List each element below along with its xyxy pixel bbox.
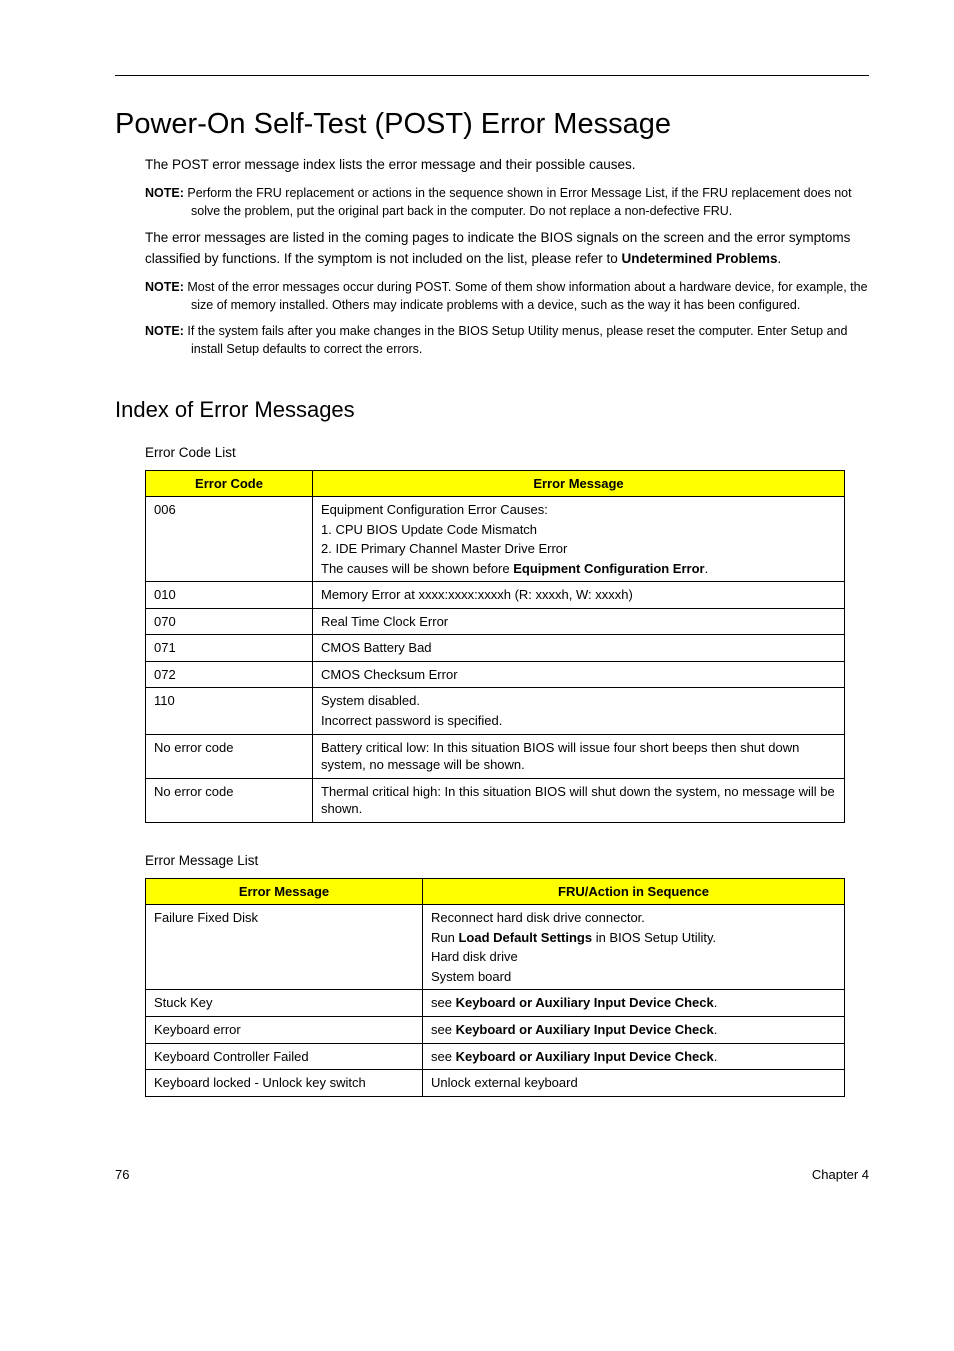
cell-line: Battery critical low: In this situation … [321, 739, 836, 774]
note-1: NOTE: Perform the FRU replacement or act… [145, 184, 869, 220]
page-title: Power-On Self-Test (POST) Error Message [115, 108, 869, 141]
table-row: 070 Real Time Clock Error [146, 608, 845, 635]
cell-line: CMOS Checksum Error [321, 666, 836, 684]
error-message-table: Error Message FRU/Action in Sequence Fai… [145, 878, 845, 1097]
table-row: Keyboard error see Keyboard or Auxiliary … [146, 1017, 845, 1044]
tables-block: Error Code List Error Code Error Message… [115, 445, 869, 1097]
top-horizontal-rule [115, 75, 869, 76]
table-cell: see Keyboard or Auxiliary Input Device C… [423, 990, 845, 1017]
table-header-row: Error Code Error Message [146, 470, 845, 497]
table2-caption: Error Message List [145, 853, 869, 868]
cell-line: The causes will be shown before Equipmen… [321, 560, 836, 578]
note-3-text: If the system fails after you make chang… [187, 324, 847, 356]
table2-header-action: FRU/Action in Sequence [423, 878, 845, 905]
body-indent-block: The POST error message index lists the e… [115, 155, 869, 359]
table-cell: CMOS Checksum Error [313, 661, 845, 688]
cell-line: Thermal critical high: In this situation… [321, 783, 836, 818]
cell-line: Memory Error at xxxx:xxxx:xxxxh (R: xxxx… [321, 586, 836, 604]
note-2: NOTE: Most of the error messages occur d… [145, 278, 869, 314]
cell-line: Run Load Default Settings in BIOS Setup … [431, 929, 836, 947]
cell-line: CMOS Battery Bad [321, 639, 836, 657]
table-row: Keyboard locked - Unlock key switch Unloc… [146, 1070, 845, 1097]
table-cell-message: Stuck Key [146, 990, 423, 1017]
cell-line: Incorrect password is specified. [321, 712, 836, 730]
table-cell-code: No error code [146, 778, 313, 822]
note-2-label: NOTE: [145, 280, 184, 294]
table-cell: Battery critical low: In this situation … [313, 734, 845, 778]
table-cell: Equipment Configuration Error Causes: 1. … [313, 497, 845, 582]
cell-line: see Keyboard or Auxiliary Input Device C… [431, 994, 836, 1012]
footer-chapter: Chapter 4 [812, 1167, 869, 1182]
table2-header-message: Error Message [146, 878, 423, 905]
table-row: 072 CMOS Checksum Error [146, 661, 845, 688]
table-cell-message: Keyboard locked - Unlock key switch [146, 1070, 423, 1097]
table-cell: System disabled. Incorrect password is sp… [313, 688, 845, 734]
table-cell-message: Failure Fixed Disk [146, 905, 423, 990]
table1-header-code: Error Code [146, 470, 313, 497]
note-1-text: Perform the FRU replacement or actions i… [187, 186, 851, 218]
cell-line: System disabled. [321, 692, 836, 710]
table-cell: Reconnect hard disk drive connector. Run … [423, 905, 845, 990]
table-cell-code: 110 [146, 688, 313, 734]
cell-line: System board [431, 968, 836, 986]
section-gap [115, 367, 869, 397]
note-2-text: Most of the error messages occur during … [187, 280, 867, 312]
table-row: Stuck Key see Keyboard or Auxiliary Input… [146, 990, 845, 1017]
paragraph-2-post: . [778, 251, 782, 266]
table-row: Keyboard Controller Failed see Keyboard o… [146, 1043, 845, 1070]
cell-line: 2. IDE Primary Channel Master Drive Erro… [321, 540, 836, 558]
table-row: 110 System disabled. Incorrect password is… [146, 688, 845, 734]
table-cell-message: Keyboard Controller Failed [146, 1043, 423, 1070]
table-gap [145, 823, 869, 845]
table-row: 071 CMOS Battery Bad [146, 635, 845, 662]
table-cell: Real Time Clock Error [313, 608, 845, 635]
page-footer: 76 Chapter 4 [115, 1167, 869, 1182]
cell-line: see Keyboard or Auxiliary Input Device C… [431, 1021, 836, 1039]
table-row: No error codeBattery critical low: In th… [146, 734, 845, 778]
note-1-label: NOTE: [145, 186, 184, 200]
note-3: NOTE: If the system fails after you make… [145, 322, 869, 358]
note-3-label: NOTE: [145, 324, 184, 338]
table-cell: Memory Error at xxxx:xxxx:xxxxh (R: xxxx… [313, 582, 845, 609]
table1-caption: Error Code List [145, 445, 869, 460]
intro-paragraph: The POST error message index lists the e… [145, 155, 869, 176]
table-cell: see Keyboard or Auxiliary Input Device C… [423, 1043, 845, 1070]
page-container: Power-On Self-Test (POST) Error Message … [0, 0, 954, 1222]
table-cell-message: Keyboard error [146, 1017, 423, 1044]
table-cell: Unlock external keyboard [423, 1070, 845, 1097]
table-header-row: Error Message FRU/Action in Sequence [146, 878, 845, 905]
section-title-index: Index of Error Messages [115, 397, 869, 423]
table-cell: Thermal critical high: In this situation… [313, 778, 845, 822]
table-cell-code: No error code [146, 734, 313, 778]
table-cell-code: 010 [146, 582, 313, 609]
cell-line: Real Time Clock Error [321, 613, 836, 631]
table-cell: CMOS Battery Bad [313, 635, 845, 662]
cell-line: Unlock external keyboard [431, 1074, 836, 1092]
cell-line: Reconnect hard disk drive connector. [431, 909, 836, 927]
cell-line: 1. CPU BIOS Update Code Mismatch [321, 521, 836, 539]
table-cell-code: 072 [146, 661, 313, 688]
table1-header-message: Error Message [313, 470, 845, 497]
footer-page-number: 76 [115, 1167, 129, 1182]
table-cell-code: 070 [146, 608, 313, 635]
table-row: 010 Memory Error at xxxx:xxxx:xxxxh (R: x… [146, 582, 845, 609]
table-cell-code: 071 [146, 635, 313, 662]
cell-line: see Keyboard or Auxiliary Input Device C… [431, 1048, 836, 1066]
table-row: No error codeThermal critical high: In t… [146, 778, 845, 822]
cell-line: Equipment Configuration Error Causes: [321, 501, 836, 519]
cell-line: Hard disk drive [431, 948, 836, 966]
table-row: 006Equipment Configuration Error Causes:… [146, 497, 845, 582]
table-row: Failure Fixed DiskReconnect hard disk dr… [146, 905, 845, 990]
table-cell: see Keyboard or Auxiliary Input Device C… [423, 1017, 845, 1044]
error-code-table: Error Code Error Message 006Equipment Co… [145, 470, 845, 823]
paragraph-2-bold: Undetermined Problems [622, 251, 778, 266]
paragraph-2: The error messages are listed in the com… [145, 228, 869, 270]
table-cell-code: 006 [146, 497, 313, 582]
